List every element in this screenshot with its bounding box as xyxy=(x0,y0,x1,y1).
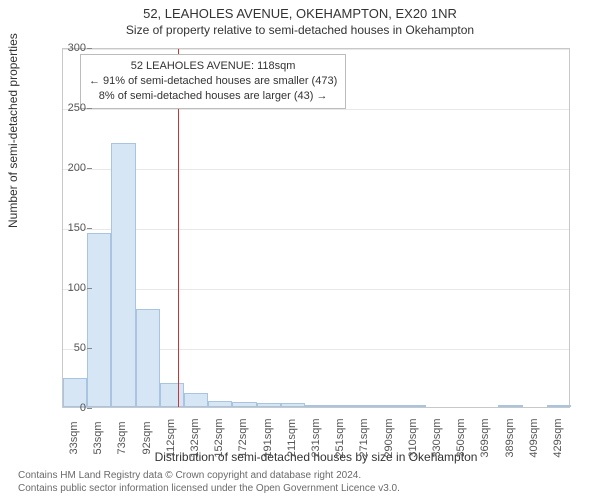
histogram-bar xyxy=(305,405,329,407)
gridline xyxy=(63,169,569,170)
y-tick-label: 250 xyxy=(46,102,86,114)
histogram-bar xyxy=(547,405,571,407)
histogram-bar xyxy=(87,233,111,407)
x-tick-label: 251sqm xyxy=(334,408,346,468)
histogram-bar xyxy=(257,403,281,407)
histogram-bar xyxy=(208,401,232,407)
histogram-bar xyxy=(498,405,522,407)
gridline xyxy=(63,289,569,290)
chart-title: 52, LEAHOLES AVENUE, OKEHAMPTON, EX20 1N… xyxy=(0,0,600,21)
x-tick-label: 429sqm xyxy=(552,408,564,468)
x-tick-label: 73sqm xyxy=(116,408,128,468)
x-tick-label: 172sqm xyxy=(237,408,249,468)
gridline xyxy=(63,229,569,230)
y-axis-label: Number of semi-detached properties xyxy=(6,33,20,228)
chart-subtitle: Size of property relative to semi-detach… xyxy=(0,21,600,37)
histogram-bar xyxy=(232,402,256,407)
annotation-box: 52 LEAHOLES AVENUE: 118sqm ← 91% of semi… xyxy=(80,54,346,109)
figure: { "title": "52, LEAHOLES AVENUE, OKEHAMP… xyxy=(0,0,600,500)
y-tick-mark xyxy=(87,348,92,349)
y-tick-label: 100 xyxy=(46,282,86,294)
x-tick-label: 330sqm xyxy=(431,408,443,468)
x-tick-label: 409sqm xyxy=(528,408,540,468)
y-tick-mark xyxy=(87,168,92,169)
histogram-bar xyxy=(184,393,208,407)
y-tick-label: 50 xyxy=(46,342,86,354)
x-tick-label: 112sqm xyxy=(165,408,177,468)
histogram-bar xyxy=(402,405,426,407)
footer-line-1: Contains HM Land Registry data © Crown c… xyxy=(18,470,400,483)
x-tick-label: 92sqm xyxy=(141,408,153,468)
histogram-bar xyxy=(353,405,377,407)
x-tick-label: 152sqm xyxy=(213,408,225,468)
histogram-bar xyxy=(136,309,160,407)
x-tick-label: 350sqm xyxy=(455,408,467,468)
x-tick-label: 33sqm xyxy=(68,408,80,468)
y-tick-mark xyxy=(87,228,92,229)
y-tick-label: 150 xyxy=(46,222,86,234)
x-tick-label: 290sqm xyxy=(383,408,395,468)
x-tick-label: 271sqm xyxy=(358,408,370,468)
y-tick-mark xyxy=(87,108,92,109)
y-tick-label: 200 xyxy=(46,162,86,174)
gridline xyxy=(63,49,569,50)
footer-text: Contains HM Land Registry data © Crown c… xyxy=(18,470,400,495)
x-tick-label: 389sqm xyxy=(504,408,516,468)
histogram-bar xyxy=(329,405,353,407)
histogram-bar xyxy=(160,383,184,407)
x-tick-label: 310sqm xyxy=(407,408,419,468)
y-tick-mark xyxy=(87,48,92,49)
x-tick-label: 53sqm xyxy=(92,408,104,468)
histogram-bar xyxy=(281,403,305,407)
y-tick-mark xyxy=(87,288,92,289)
x-tick-label: 369sqm xyxy=(479,408,491,468)
histogram-bar xyxy=(377,405,401,407)
x-tick-label: 211sqm xyxy=(286,408,298,468)
histogram-bar xyxy=(111,143,135,407)
gridline xyxy=(63,109,569,110)
annotation-line-3: 8% of semi-detached houses are larger (4… xyxy=(89,89,337,104)
annotation-line-2: ← 91% of semi-detached houses are smalle… xyxy=(89,74,337,89)
y-tick-label: 0 xyxy=(46,402,86,414)
x-tick-label: 132sqm xyxy=(189,408,201,468)
footer-line-2: Contains public sector information licen… xyxy=(18,483,400,496)
annotation-line-1: 52 LEAHOLES AVENUE: 118sqm xyxy=(89,59,337,74)
x-tick-label: 191sqm xyxy=(262,408,274,468)
x-tick-label: 231sqm xyxy=(310,408,322,468)
y-tick-label: 300 xyxy=(46,42,86,54)
